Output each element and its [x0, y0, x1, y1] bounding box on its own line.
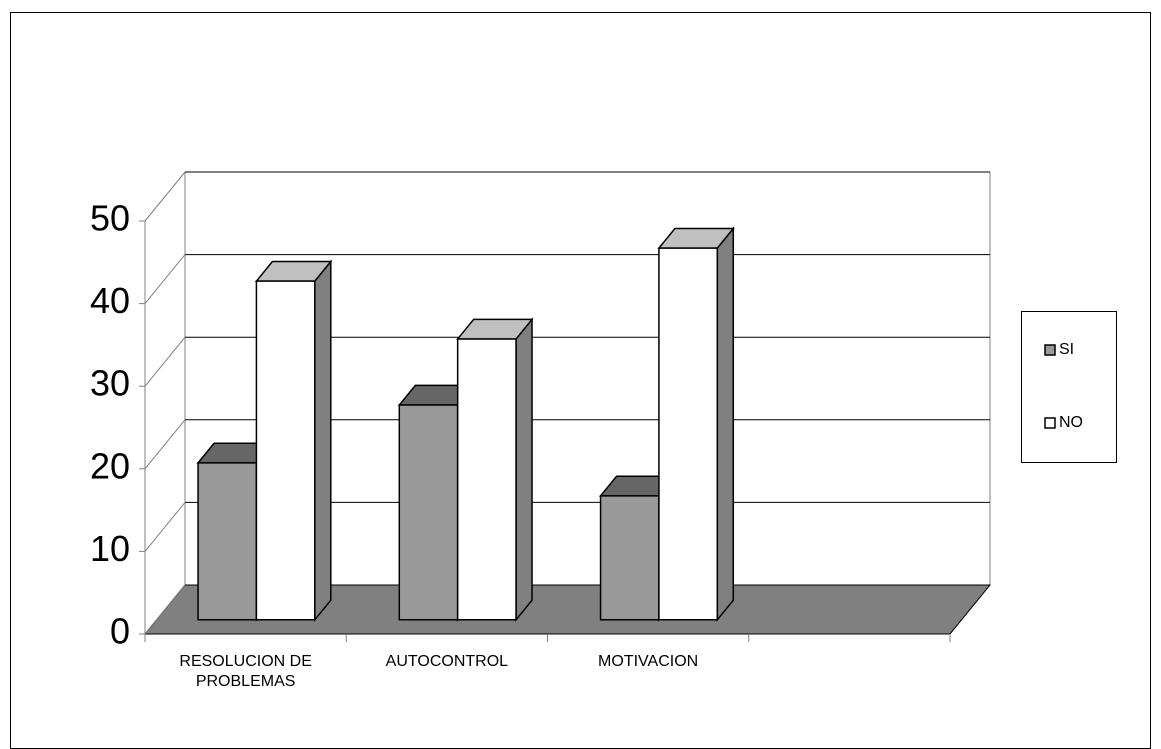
y-tick-label: 0	[110, 611, 130, 652]
legend-box	[1021, 311, 1117, 463]
bar	[398, 404, 459, 621]
grid-line	[144, 254, 186, 304]
grid-line	[144, 171, 186, 222]
grid-line	[144, 419, 186, 470]
grid-line	[144, 502, 186, 552]
legend-label: NO	[1059, 414, 1083, 431]
bar-side	[314, 259, 332, 622]
bar	[255, 280, 316, 621]
legend-swatch	[1044, 417, 1056, 429]
y-tick-label: 30	[90, 363, 130, 404]
bar	[658, 247, 719, 621]
y-tick-label: 20	[90, 445, 130, 486]
grid-line	[144, 584, 186, 635]
legend-swatch	[1044, 344, 1056, 356]
bar-side	[515, 317, 533, 622]
grid-line	[144, 336, 186, 387]
bar	[197, 462, 258, 621]
bar	[456, 338, 517, 621]
y-tick-label: 50	[90, 198, 130, 239]
x-tick-label: RESOLUCION DE PROBLEMAS	[179, 653, 312, 690]
x-tick-label: AUTOCONTROL	[385, 653, 509, 670]
chart-border	[10, 12, 1151, 749]
x-tick-label: MOTIVACION	[598, 653, 699, 670]
y-tick-label: 40	[90, 280, 130, 321]
y-tick-label: 10	[90, 528, 130, 569]
legend-label: SI	[1059, 341, 1074, 358]
bar	[599, 495, 660, 621]
bar-side	[716, 226, 735, 622]
